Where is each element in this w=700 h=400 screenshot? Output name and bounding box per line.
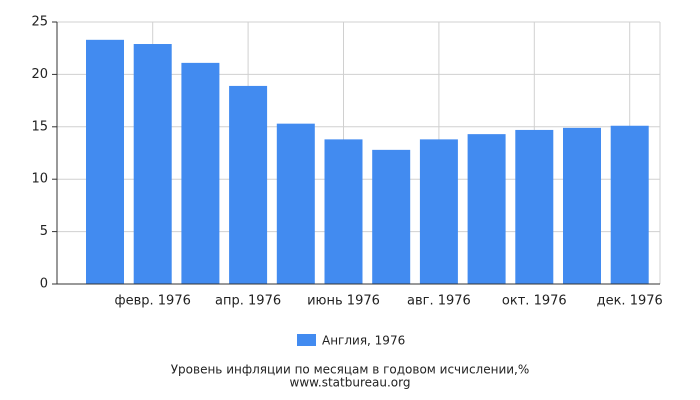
y-tick-label: 5 [40,224,48,239]
bar [467,134,506,284]
y-tick-label: 20 [31,67,48,82]
x-tick-label: февр. 1976 [115,294,191,309]
bar [181,62,220,284]
y-tick-label: 25 [31,15,48,30]
bar [229,85,268,284]
y-tick-label: 0 [40,277,48,292]
x-tick-label: апр. 1976 [215,294,281,309]
y-tick-label: 10 [31,172,48,187]
chart-title: Уровень инфляции по месяцам в годовом ис… [171,363,530,377]
x-tick-label: авг. 1976 [407,294,471,309]
bar [419,139,458,284]
bar [372,149,411,284]
legend-label: Англия, 1976 [322,334,405,348]
x-tick-label: окт. 1976 [502,294,567,309]
x-tick-label: дек. 1976 [597,294,663,309]
bar [86,39,124,285]
chart-subtitle: www.statbureau.org [290,376,411,390]
legend-swatch [297,334,316,346]
bar [133,44,172,285]
bar [610,125,649,284]
y-tick-label: 15 [31,119,48,134]
bar [515,129,554,284]
bar [324,139,363,284]
bar [563,127,601,285]
x-tick-label: июнь 1976 [307,294,380,309]
bar [276,123,315,284]
